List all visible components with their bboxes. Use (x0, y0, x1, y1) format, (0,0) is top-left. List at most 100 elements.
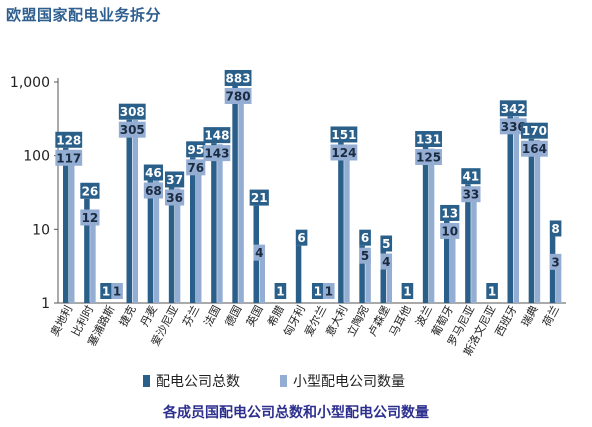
category-label: 法国 (201, 303, 224, 329)
data-label-total: 151 (331, 128, 356, 142)
data-label-total-bg (415, 131, 442, 148)
data-label-small-bg (164, 189, 185, 206)
data-label-total-bg (311, 283, 324, 299)
data-label-total-bg (549, 220, 562, 237)
chart-caption: 各成员国配电公司总数和小型配电公司数量 (163, 405, 429, 421)
bar-small (174, 188, 181, 303)
data-label-total: 46 (145, 166, 162, 180)
page-title: 欧盟国家配电业务拆分 (6, 6, 162, 24)
data-label-total-bg (401, 283, 414, 299)
bar-small (132, 119, 138, 303)
data-label-total-bg (461, 168, 481, 185)
data-label-total: 95 (187, 143, 204, 157)
data-label-small-bg (80, 209, 100, 226)
data-label-small-bg (322, 283, 335, 299)
data-label-total: 1 (488, 285, 496, 299)
data-label-small-bg (111, 283, 123, 299)
bar-small (513, 116, 519, 303)
data-label-total-bg (380, 235, 393, 252)
data-label-total: 128 (56, 133, 81, 147)
category-label: 芬兰 (180, 303, 202, 329)
category-label: 波兰 (413, 303, 435, 329)
bar-small (344, 148, 350, 303)
legend-swatch-small (280, 375, 287, 387)
data-label-small: 4 (382, 255, 390, 269)
data-label-total: 6 (361, 231, 369, 245)
category-label: 瑞典 (518, 303, 541, 329)
data-label-small: 76 (187, 161, 204, 175)
data-label-small: 164 (522, 142, 547, 156)
data-label-small: 5 (361, 249, 369, 263)
chart-axes: 1 10 100 1,000 (10, 75, 566, 312)
data-label-total: 21 (251, 191, 268, 205)
data-label-total-bg (295, 229, 308, 246)
data-label-total-bg (80, 182, 100, 199)
legend-label-total: 配电公司总数 (156, 374, 240, 390)
data-label-small: 780 (226, 89, 251, 103)
bar-total (444, 220, 450, 303)
bar-small (217, 144, 223, 303)
data-label-total-bg (274, 283, 287, 299)
bar-total (507, 116, 513, 303)
data-label-small: 117 (56, 151, 81, 165)
bar-total (528, 138, 535, 303)
category-label: 丹麦 (138, 303, 160, 329)
bar-small (90, 223, 96, 303)
category-label: 希腊 (264, 303, 287, 329)
bar-total (465, 184, 471, 303)
data-label-total: 883 (226, 71, 251, 85)
data-label-total: 342 (501, 102, 526, 116)
data-label-total: 5 (382, 237, 390, 251)
bar-total (359, 245, 365, 303)
bar-small (450, 229, 456, 303)
data-label-small-bg (143, 182, 164, 199)
data-label-small-bg (440, 222, 460, 239)
data-label-total-bg (118, 103, 146, 120)
data-label-small-bg (499, 118, 527, 135)
bar-small (386, 258, 392, 303)
bar-small (428, 148, 435, 303)
data-label-small: 10 (441, 224, 458, 238)
data-label-total: 308 (120, 105, 145, 119)
bar-total (422, 147, 429, 303)
bar-small (259, 258, 265, 303)
bar-total (126, 119, 132, 304)
bar-total (168, 187, 175, 303)
data-label-total-bg (164, 171, 185, 188)
data-label-total-bg (499, 100, 527, 117)
data-label-total-bg (100, 283, 112, 299)
bar-total (211, 143, 217, 303)
bar-small (196, 164, 202, 303)
bar-total (295, 245, 302, 303)
data-label-total-bg (521, 122, 548, 139)
data-label-small-bg (186, 159, 206, 176)
category-label: 捷克 (116, 303, 139, 329)
chart-bars (63, 85, 562, 304)
data-label-total: 37 (166, 173, 183, 187)
y-tick-label: 1 (41, 296, 50, 312)
data-label-small-bg (203, 145, 231, 162)
legend-label-small: 小型配电公司数量 (293, 374, 405, 390)
data-label-small-bg (330, 144, 358, 161)
data-label-small-bg (224, 87, 252, 104)
category-label: 荷兰 (540, 303, 562, 329)
data-label-total: 13 (441, 206, 458, 220)
category-label: 英国 (243, 303, 266, 329)
y-tick-label: 100 (23, 149, 50, 165)
data-label-total: 148 (204, 129, 229, 143)
data-label-total-bg (249, 189, 269, 206)
data-label-total-bg (203, 127, 231, 144)
data-label-small-bg (55, 149, 83, 166)
data-label-total-bg (440, 204, 460, 221)
bar-total (380, 251, 386, 303)
bar-total (63, 147, 69, 303)
data-label-small-bg (461, 186, 481, 203)
data-label-total-bg (486, 283, 498, 299)
data-label-small: 68 (145, 184, 162, 198)
data-label-total-bg (143, 164, 164, 181)
bar-small (153, 168, 160, 303)
data-label-small-bg (415, 149, 442, 166)
data-label-total: 26 (82, 184, 99, 198)
bar-small (534, 139, 541, 303)
